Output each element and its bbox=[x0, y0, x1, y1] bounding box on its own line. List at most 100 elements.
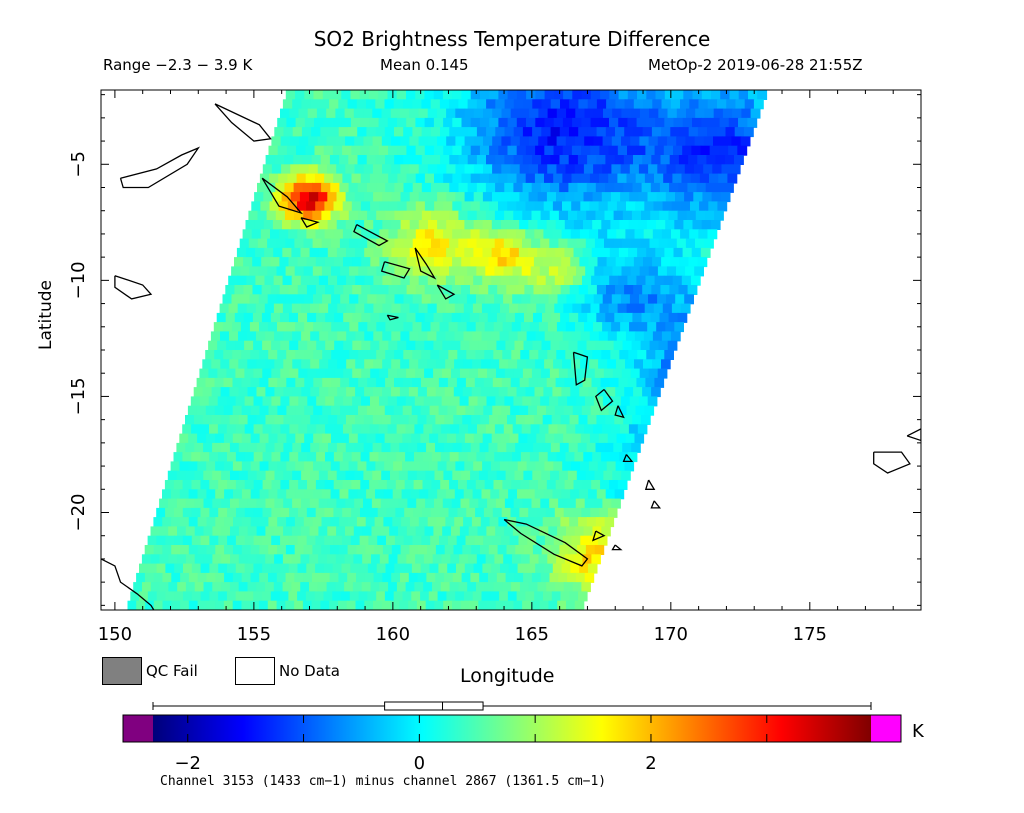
heatmap-cell bbox=[315, 480, 326, 490]
heatmap-cell bbox=[528, 507, 538, 518]
heatmap-cell bbox=[376, 322, 386, 333]
heatmap-cell bbox=[409, 359, 419, 370]
heatmap-cell bbox=[470, 145, 481, 156]
heatmap-cell bbox=[509, 535, 520, 546]
heatmap-cell bbox=[357, 461, 368, 472]
heatmap-cell bbox=[641, 182, 652, 193]
heatmap-cell bbox=[277, 405, 288, 416]
heatmap-cell bbox=[637, 424, 648, 435]
heatmap-cell bbox=[663, 173, 674, 184]
heatmap-cell bbox=[436, 517, 446, 528]
heatmap-cell bbox=[363, 470, 373, 481]
heatmap-cell bbox=[308, 136, 319, 147]
heatmap-cell bbox=[322, 350, 332, 360]
heatmap-cell bbox=[412, 127, 423, 138]
heatmap-cell bbox=[361, 582, 372, 593]
heatmap-cell bbox=[539, 266, 550, 277]
heatmap-cell bbox=[507, 591, 518, 602]
heatmap-cell bbox=[583, 220, 593, 230]
heatmap-cell bbox=[646, 247, 656, 258]
heatmap-cell bbox=[465, 405, 476, 416]
heatmap-cell bbox=[574, 452, 584, 463]
heatmap-cell bbox=[238, 554, 249, 565]
heatmap-cell bbox=[177, 526, 187, 537]
heatmap-cell bbox=[433, 117, 444, 128]
heatmap-cell bbox=[523, 470, 533, 481]
heatmap-cell bbox=[561, 563, 572, 574]
heatmap-cell bbox=[244, 396, 255, 407]
heatmap-cell bbox=[412, 535, 422, 546]
heatmap-cell bbox=[229, 359, 239, 370]
heatmap-cell bbox=[464, 164, 475, 175]
heatmap-cell bbox=[334, 257, 344, 268]
heatmap-cell bbox=[581, 303, 592, 314]
heatmap-cell bbox=[208, 396, 219, 407]
heatmap-cell bbox=[162, 517, 172, 528]
heatmap-cell bbox=[253, 480, 264, 490]
heatmap-cell bbox=[615, 387, 625, 398]
heatmap-cell bbox=[171, 600, 181, 610]
heatmap-cell bbox=[321, 517, 331, 528]
heatmap-cell bbox=[378, 90, 389, 100]
heatmap-cell bbox=[574, 526, 585, 537]
heatmap-cell bbox=[556, 350, 566, 360]
heatmap-cell bbox=[502, 480, 512, 490]
heatmap-cell bbox=[359, 563, 369, 574]
heatmap-cell bbox=[668, 210, 679, 221]
heatmap-cell bbox=[400, 247, 411, 258]
heatmap-cell bbox=[246, 303, 257, 314]
heatmap-cell bbox=[298, 452, 308, 463]
heatmap-cell bbox=[473, 220, 484, 230]
heatmap-cell bbox=[625, 433, 636, 444]
heatmap-cell bbox=[255, 275, 266, 286]
heatmap-cell bbox=[348, 182, 359, 193]
heatmap-cell bbox=[682, 117, 693, 128]
heatmap-cell bbox=[428, 591, 439, 602]
heatmap-cell bbox=[507, 117, 518, 128]
heatmap-cell bbox=[378, 117, 389, 128]
heatmap-cell bbox=[647, 322, 657, 333]
heatmap-cell bbox=[476, 452, 486, 463]
heatmap-cell bbox=[316, 424, 326, 435]
heatmap-cell bbox=[464, 192, 475, 203]
heatmap-cell bbox=[277, 433, 288, 444]
heatmap-cell bbox=[724, 182, 734, 193]
heatmap-cell bbox=[581, 90, 592, 100]
heatmap-cell bbox=[331, 350, 341, 360]
heatmap-cell bbox=[650, 210, 660, 221]
heatmap-cell bbox=[672, 275, 683, 286]
heatmap-cell bbox=[341, 535, 352, 546]
heatmap-cell bbox=[415, 201, 426, 212]
heatmap-cell bbox=[467, 582, 477, 593]
heatmap-cell bbox=[521, 526, 532, 537]
heatmap-cell bbox=[223, 600, 234, 610]
heatmap-cell bbox=[578, 591, 588, 602]
heatmap-cell bbox=[268, 377, 279, 388]
heatmap-cell bbox=[556, 554, 566, 565]
heatmap-cell bbox=[337, 387, 347, 398]
heatmap-cell bbox=[476, 554, 487, 565]
heatmap-cell bbox=[481, 591, 491, 602]
heatmap-cell bbox=[469, 340, 480, 351]
heatmap-cell bbox=[382, 331, 392, 342]
heatmap-cell bbox=[608, 405, 619, 416]
heatmap-cell bbox=[221, 526, 231, 537]
heatmap-cell bbox=[563, 507, 574, 518]
heatmap-cell bbox=[297, 201, 307, 212]
heatmap-cell bbox=[388, 229, 399, 240]
heatmap-cell bbox=[590, 405, 601, 416]
heatmap-cell bbox=[373, 275, 384, 286]
heatmap-cell bbox=[504, 600, 515, 610]
heatmap-cell bbox=[446, 108, 456, 119]
heatmap-cell bbox=[171, 517, 181, 528]
heatmap-cell bbox=[397, 368, 407, 379]
heatmap-cell bbox=[607, 229, 617, 240]
heatmap-cell bbox=[274, 526, 284, 537]
heatmap-cell bbox=[329, 99, 339, 110]
heatmap-cell bbox=[538, 322, 549, 333]
heatmap-cell bbox=[602, 136, 613, 147]
heatmap-cell bbox=[336, 498, 346, 509]
heatmap-cell bbox=[461, 285, 471, 295]
heatmap-cell bbox=[385, 377, 395, 388]
heatmap-cell bbox=[301, 99, 312, 110]
